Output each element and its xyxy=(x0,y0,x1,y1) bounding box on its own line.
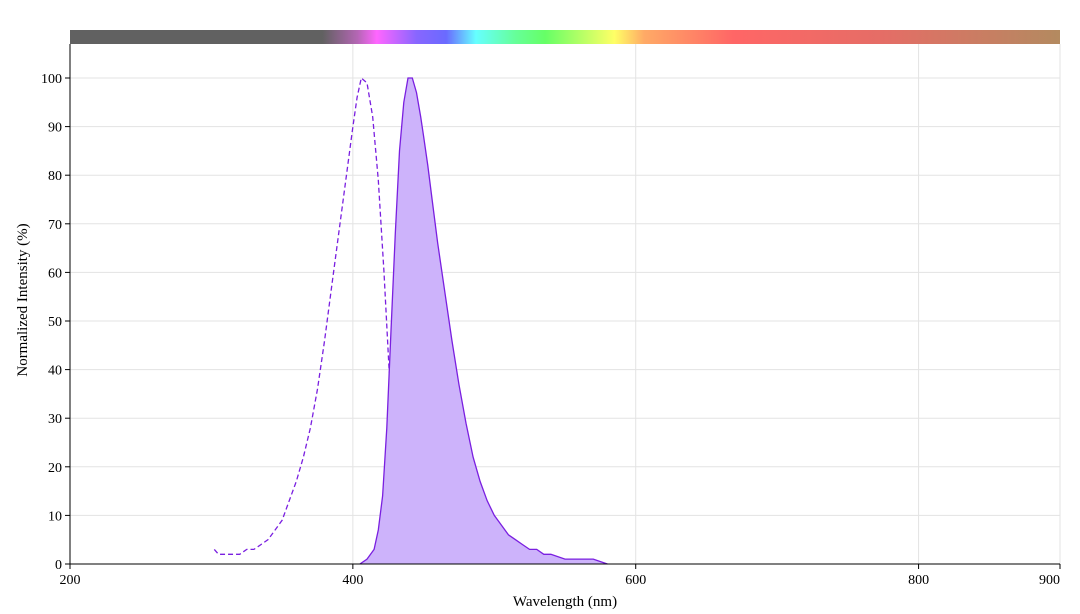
x-tick-label: 200 xyxy=(60,573,81,588)
series-layer xyxy=(213,76,608,565)
y-tick-label: 90 xyxy=(48,121,62,136)
y-tick-label: 100 xyxy=(41,72,62,87)
y-tick-label: 40 xyxy=(48,364,62,379)
y-tick-label: 70 xyxy=(48,218,62,233)
y-tick-label: 60 xyxy=(48,266,62,281)
y-tick-label: 50 xyxy=(48,315,62,330)
y-axis-title: Normalized Intensity (%) xyxy=(15,223,31,376)
x-axis-title: Wavelength (nm) xyxy=(513,594,617,610)
y-tick-label: 30 xyxy=(48,412,62,427)
y-tick-label: 10 xyxy=(48,509,62,524)
x-tick-label: 800 xyxy=(908,573,929,588)
spectrum-color-bar xyxy=(70,30,1060,44)
x-tick-label: 900 xyxy=(1039,573,1060,588)
axes: 0 10 20 30 40 50 60 70 80 90 100 200 400 600 800 900 xyxy=(41,44,1061,588)
x-tick-label: 600 xyxy=(625,573,646,588)
y-tick-label: 80 xyxy=(48,169,62,184)
emission-area-fill xyxy=(359,78,608,564)
emission-curve xyxy=(359,77,608,565)
y-tick-label: 20 xyxy=(48,461,62,476)
y-tick-label: 0 xyxy=(55,558,62,573)
grid-lines xyxy=(69,44,1061,565)
x-tick-label: 400 xyxy=(342,573,363,588)
